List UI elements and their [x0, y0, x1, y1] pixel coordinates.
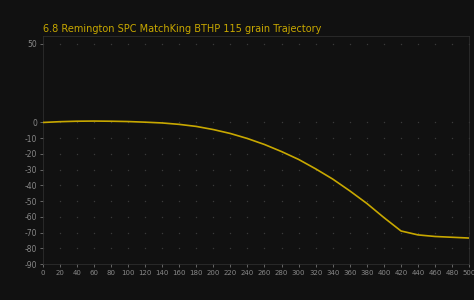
Text: 6.8 Remington SPC MatchKing BTHP 115 grain Trajectory: 6.8 Remington SPC MatchKing BTHP 115 gra… — [43, 24, 321, 34]
